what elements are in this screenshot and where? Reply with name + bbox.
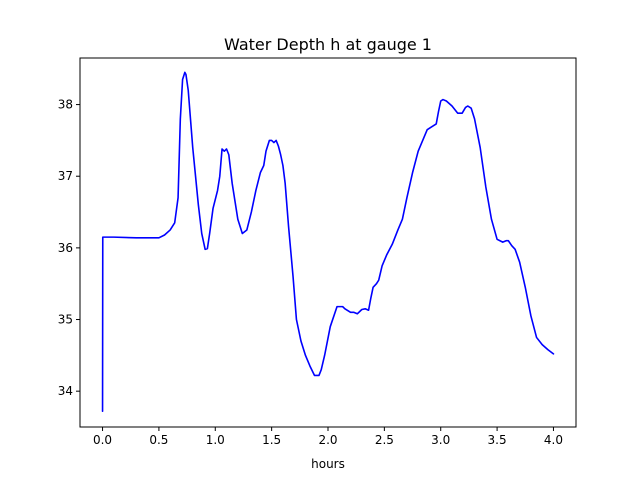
x-tick-label: 1.5 [262,433,281,447]
y-tick-label: 36 [58,241,73,255]
y-tick-label: 35 [58,313,73,327]
x-tick-label: 0.0 [93,433,112,447]
x-tick-label: 3.0 [431,433,450,447]
y-axis: 34 35 36 37 38 [58,98,80,398]
y-tick-label: 38 [58,98,73,112]
x-tick-label: 1.0 [206,433,225,447]
y-tick-label: 37 [58,169,73,183]
x-axis-label: hours [311,457,345,471]
x-tick-label: 2.0 [318,433,337,447]
x-tick-label: 2.5 [375,433,394,447]
x-tick-label: 3.5 [488,433,507,447]
y-tick-label: 34 [58,384,73,398]
x-tick-label: 4.0 [544,433,563,447]
x-axis: 0.0 0.5 1.0 1.5 2.0 2.5 3.0 3.5 4.0 [93,427,563,447]
series-line-0 [101,71,555,413]
x-tick-label: 0.5 [149,433,168,447]
chart-title: Water Depth h at gauge 1 [224,35,432,54]
